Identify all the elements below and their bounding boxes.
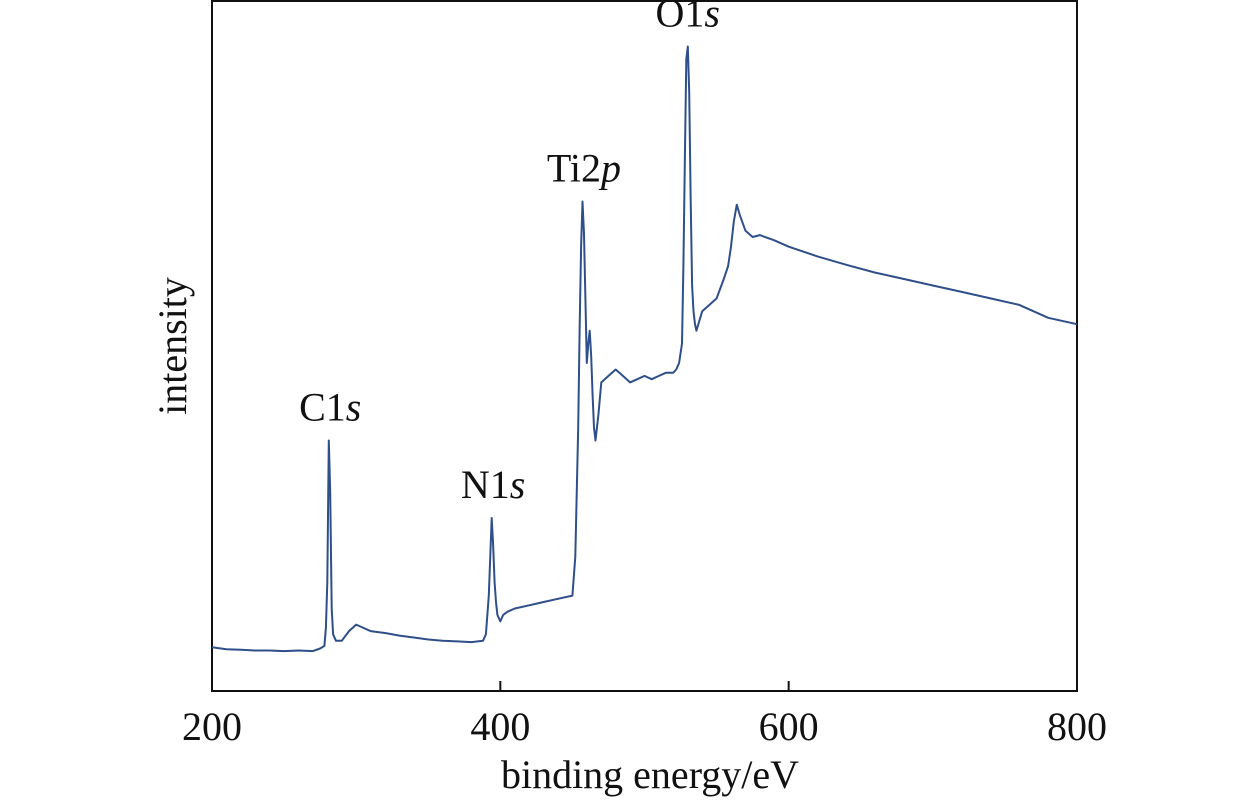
- y-axis-label: intensity: [150, 277, 195, 415]
- x-axis-label: binding energy/eV: [501, 752, 799, 797]
- x-tick-label: 800: [1047, 704, 1107, 749]
- peak-label: C1s: [299, 385, 361, 430]
- plot-frame: [211, 0, 1078, 692]
- x-tick-labels: 200 400 600 800: [182, 704, 1107, 749]
- peak-labels: C1s N1s Ti2p O1s: [299, 0, 720, 507]
- peak-label: O1s: [656, 0, 720, 35]
- spectrum-line: [211, 45, 1078, 653]
- x-tick-label: 200: [182, 704, 242, 749]
- peak-label: N1s: [461, 462, 525, 507]
- x-ticks: [211, 681, 1078, 691]
- peak-label: Ti2p: [547, 146, 621, 191]
- x-tick-label: 400: [470, 704, 530, 749]
- x-tick-label: 600: [759, 704, 819, 749]
